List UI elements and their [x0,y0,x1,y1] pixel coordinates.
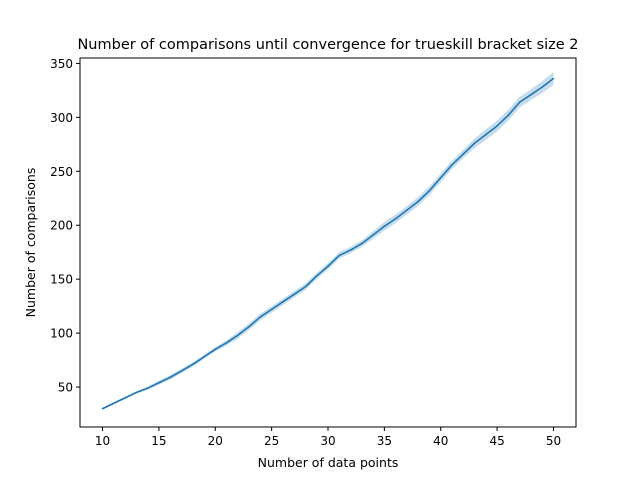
x-tick-label: 40 [433,434,448,448]
y-axis-label: Number of comparisons [23,168,38,318]
data-point [304,285,307,288]
data-point [338,254,341,257]
data-point [259,316,262,318]
data-point [394,217,397,220]
data-point [135,391,138,394]
data-point [214,348,217,351]
x-tick-label: 35 [377,434,392,448]
x-tick-label: 25 [264,434,279,448]
data-point [439,176,442,179]
data-point [473,142,476,145]
data-point [124,397,126,399]
y-tick-label: 200 [50,219,73,233]
data-point [406,209,408,211]
x-tick-label: 30 [320,434,335,448]
data-point [270,308,273,311]
data-point [327,265,329,268]
x-tick-label: 10 [95,434,110,448]
x-tick-label: 20 [208,434,223,448]
data-point [372,234,374,236]
y-tick-label: 100 [50,327,73,341]
data-point [282,301,284,303]
data-point [293,293,295,296]
data-point [496,125,498,127]
data-point [428,189,431,192]
y-tick-label: 300 [50,111,73,125]
data-point [462,153,465,155]
x-tick-label: 50 [546,434,561,448]
data-point [530,93,532,96]
data-point [146,387,149,389]
data-point [349,249,352,251]
data-point [101,407,104,410]
x-tick-label: 45 [489,434,504,448]
data-point [518,101,521,104]
data-point [248,325,250,328]
data-point [191,363,194,366]
data-point [507,114,510,116]
y-tick-label: 250 [50,165,73,179]
data-point [203,356,205,358]
y-tick-label: 50 [58,381,73,395]
data-point [485,133,487,136]
data-point [451,164,453,166]
data-points [101,77,555,410]
data-point [158,381,160,384]
data-point [169,376,171,379]
data-point [541,86,543,88]
x-axis-label: Number of data points [258,455,399,470]
data-point [383,225,386,228]
data-point [113,402,115,405]
data-point [237,334,239,337]
plot-area-frame [79,57,577,428]
data-point [552,77,555,80]
x-tick-label: 15 [151,434,166,448]
y-tick-label: 350 [50,57,73,71]
data-point [417,200,419,203]
y-tick-label: 150 [50,273,73,287]
data-point [361,242,363,245]
data-point [225,342,228,344]
chart-title: Number of comparisons until convergence … [77,37,578,53]
data-point [315,275,318,277]
data-point [180,370,183,372]
